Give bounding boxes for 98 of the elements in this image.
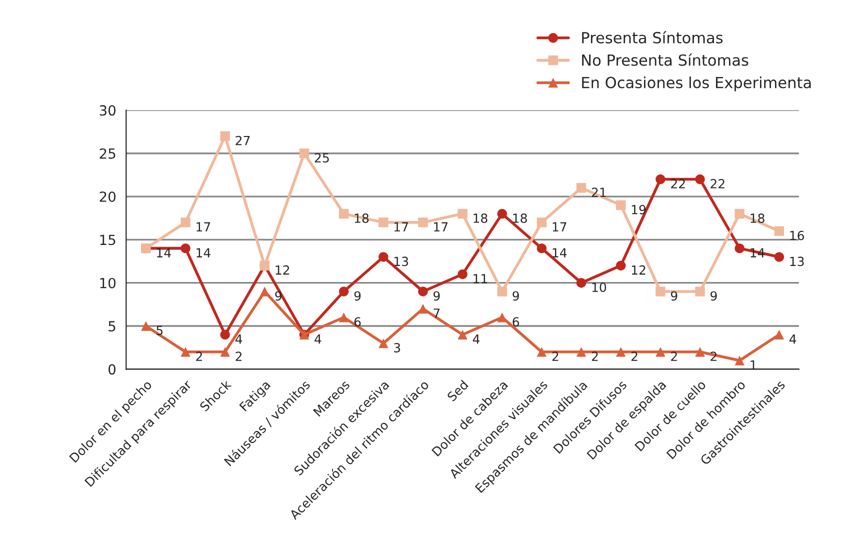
point	[180, 347, 190, 357]
data-label: 17	[196, 222, 210, 232]
data-label: 18	[750, 214, 764, 223]
point	[458, 208, 468, 219]
point	[180, 218, 190, 228]
point	[220, 131, 230, 141]
data-label: 9	[433, 291, 440, 301]
y-tick-label: 15	[100, 234, 116, 246]
data-label: 18	[513, 214, 527, 223]
data-label: 18	[354, 214, 369, 223]
data-label: 2	[592, 352, 598, 361]
data-label: 4	[472, 334, 480, 344]
data-label: 5	[156, 326, 163, 336]
data-label: 18	[474, 214, 488, 223]
data-label: 12	[632, 265, 646, 275]
data-label: 22	[710, 178, 724, 188]
data-label: 12	[276, 265, 290, 275]
data-label: 2	[552, 352, 558, 361]
point	[774, 252, 784, 262]
point	[576, 183, 586, 193]
data-label: 2	[671, 352, 677, 361]
point	[774, 226, 784, 236]
point	[616, 347, 626, 357]
legend-label: No Presenta Síntomas	[582, 53, 748, 66]
data-label: 3	[394, 343, 400, 352]
data-label: 17	[434, 222, 448, 232]
point	[458, 269, 468, 280]
data-label: 25	[314, 153, 329, 163]
point	[774, 330, 784, 340]
data-label: 2	[236, 352, 242, 361]
data-label: 7	[434, 308, 440, 318]
point	[378, 338, 388, 348]
point	[695, 347, 705, 357]
data-label: 4	[789, 334, 796, 344]
data-label: 14	[196, 248, 210, 258]
point	[576, 347, 586, 357]
point	[141, 321, 151, 331]
legend-label: En Ocasiones los Experimenta	[582, 76, 811, 92]
point	[616, 200, 626, 210]
point	[536, 347, 547, 357]
data-label: 6	[512, 317, 520, 327]
point	[734, 243, 744, 254]
point	[378, 218, 388, 228]
legend-label: Presenta Síntomas	[582, 31, 723, 44]
point	[338, 208, 349, 219]
point	[418, 304, 428, 314]
data-label: 4	[235, 334, 242, 344]
data-label: 9	[670, 291, 678, 301]
point	[458, 330, 468, 340]
data-label: 27	[236, 136, 250, 146]
y-tick-label: 10	[100, 278, 116, 288]
point	[695, 174, 705, 184]
point	[418, 218, 428, 228]
point	[497, 286, 507, 296]
point	[616, 260, 626, 270]
point	[536, 243, 547, 254]
point	[497, 208, 507, 219]
y-tick-label: 5	[108, 321, 116, 332]
point	[656, 347, 666, 357]
y-tick-label: 20	[100, 191, 116, 202]
data-label: 2	[631, 352, 638, 361]
point	[220, 330, 230, 340]
point	[656, 174, 666, 184]
point	[180, 243, 190, 254]
y-tick-label: 25	[100, 148, 116, 159]
data-label: 4	[314, 334, 322, 344]
data-label: 22	[671, 178, 685, 188]
point	[734, 208, 744, 219]
data-label: 2	[196, 352, 202, 361]
y-tick-label: 0	[108, 364, 116, 375]
point	[576, 278, 586, 288]
point	[734, 356, 744, 366]
point	[220, 347, 230, 357]
point	[536, 218, 547, 228]
data-label: 14	[552, 248, 567, 258]
data-label: 14	[157, 248, 171, 258]
data-label: 9	[354, 291, 361, 301]
data-label: 6	[354, 317, 361, 327]
data-label: 16	[790, 230, 804, 240]
data-label: 17	[394, 222, 408, 232]
data-label: 9	[275, 291, 282, 301]
data-label: 9	[710, 291, 717, 301]
data-label: 21	[592, 188, 606, 197]
data-label: 9	[512, 291, 519, 301]
point	[378, 252, 388, 262]
data-label: 10	[592, 282, 606, 292]
data-label: 17	[552, 222, 566, 232]
point	[418, 286, 428, 296]
data-label: 11	[474, 274, 488, 284]
y-tick-label: 30	[100, 105, 116, 116]
point	[695, 286, 705, 296]
point	[338, 312, 349, 322]
data-label: 13	[394, 256, 408, 266]
point	[656, 286, 666, 296]
data-label: 13	[790, 256, 804, 266]
point	[338, 286, 349, 296]
point	[497, 312, 507, 322]
point	[299, 148, 310, 158]
